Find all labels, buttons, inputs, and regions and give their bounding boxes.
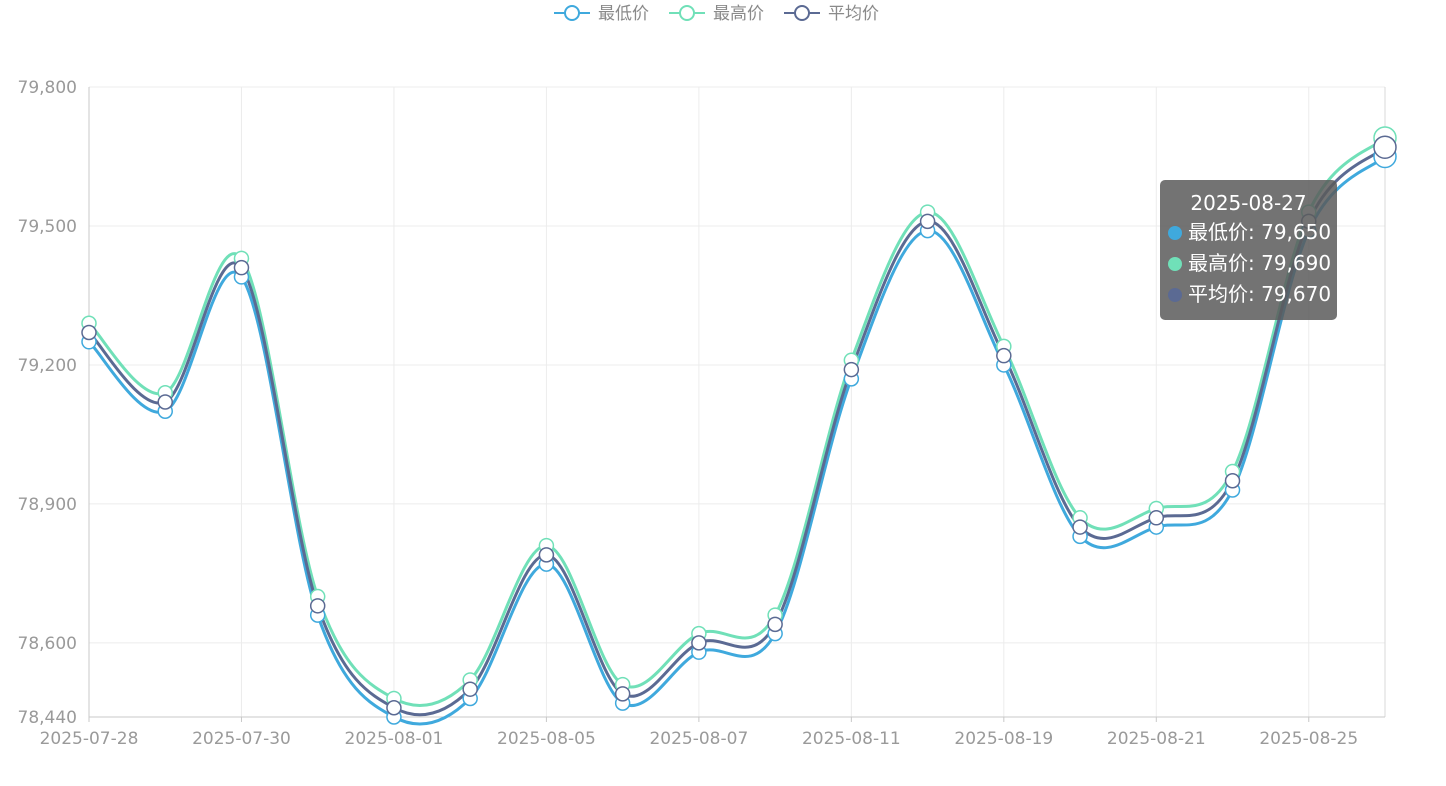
data-point-2[interactable] <box>233 259 250 276</box>
y-tick-label: 78,600 <box>18 634 77 654</box>
data-point-2[interactable] <box>1072 519 1088 535</box>
chart-series[interactable] <box>81 126 1397 726</box>
y-tick-label: 79,800 <box>18 78 77 98</box>
y-tick-label: 78,900 <box>18 495 77 515</box>
data-point-2[interactable] <box>1224 473 1241 489</box>
chart-axes: 78,440 78,600 78,900 79,200 79,500 79,800 2025… <box>18 78 1385 749</box>
data-point-2[interactable] <box>309 598 326 614</box>
data-point-2[interactable] <box>157 394 173 410</box>
chart-tooltip: 2025-08-27 最低价: 79,650 最高价: 79,690 平均价: … <box>1160 180 1337 320</box>
chart-grid <box>88 86 1386 718</box>
tooltip-low-label: 最低价: 79,650 <box>1188 220 1332 244</box>
tooltip-dot-low <box>1168 226 1182 240</box>
legend-item-1[interactable]: 最高价 <box>669 4 764 24</box>
legend-label: 平均价 <box>828 4 879 24</box>
x-tick-label: 2025-08-05 <box>497 729 596 749</box>
chart-legend[interactable]: 最低价 最高价 平均价 <box>554 4 879 24</box>
x-tick-label: 2025-08-01 <box>345 729 444 749</box>
data-point-2[interactable] <box>919 213 936 230</box>
x-tick-label: 2025-07-28 <box>40 729 139 749</box>
y-tick-label: 79,200 <box>18 356 77 376</box>
x-tick-label: 2025-07-30 <box>192 729 291 749</box>
legend-marker-icon <box>564 5 580 21</box>
tooltip-avg-label: 平均价: 79,670 <box>1188 282 1332 306</box>
data-point-2[interactable] <box>691 635 707 651</box>
legend-label: 最高价 <box>713 4 764 24</box>
tooltip-title: 2025-08-27 <box>1190 191 1307 215</box>
tooltip-row-high: 最高价: 79,690 <box>1168 248 1337 279</box>
x-tick-label: 2025-08-11 <box>802 729 901 749</box>
legend-label: 最低价 <box>598 4 649 24</box>
data-point-2[interactable] <box>614 686 631 702</box>
data-point-2[interactable] <box>843 361 860 378</box>
legend-marker-icon <box>794 5 810 21</box>
data-point-2[interactable] <box>386 699 402 716</box>
data-point-2[interactable] <box>462 681 478 697</box>
legend-marker-icon <box>679 5 695 21</box>
data-point-2[interactable] <box>81 324 97 341</box>
x-tick-label: 2025-08-25 <box>1259 729 1358 749</box>
x-tick-label: 2025-08-21 <box>1107 729 1206 749</box>
data-point-2[interactable] <box>1148 510 1165 526</box>
tooltip-dot-high <box>1168 257 1182 271</box>
legend-item-0[interactable]: 最低价 <box>554 4 649 24</box>
tooltip-row-low: 最低价: 79,650 <box>1168 217 1337 248</box>
x-tick-label: 2025-08-19 <box>954 729 1053 749</box>
tooltip-dot-avg <box>1168 288 1182 302</box>
data-point-2[interactable] <box>767 616 783 633</box>
data-point-2[interactable] <box>1373 135 1397 159</box>
legend-item-2[interactable]: 平均价 <box>784 4 879 24</box>
data-point-2[interactable] <box>996 347 1012 364</box>
y-tick-label: 79,500 <box>18 217 77 237</box>
y-tick-label: 78,440 <box>18 708 77 728</box>
tooltip-row-avg: 平均价: 79,670 <box>1168 279 1337 310</box>
x-tick-label: 2025-08-07 <box>649 729 748 749</box>
tooltip-high-label: 最高价: 79,690 <box>1188 251 1332 275</box>
data-point-2[interactable] <box>538 547 555 563</box>
